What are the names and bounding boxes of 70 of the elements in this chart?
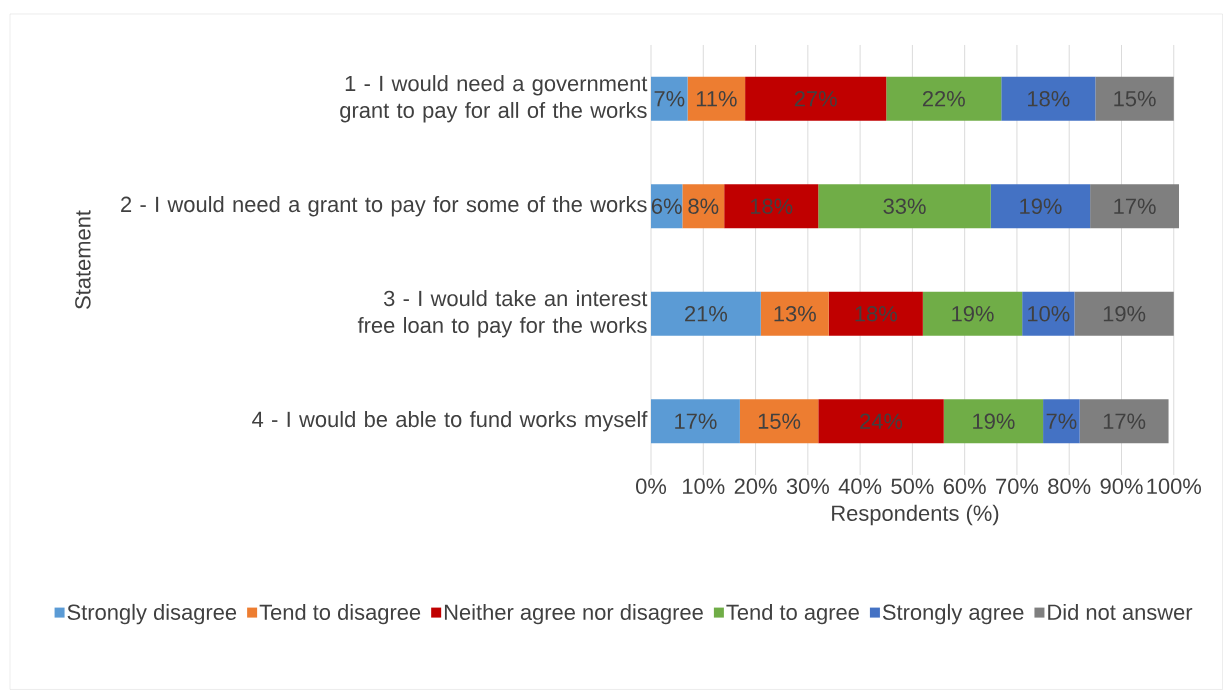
x-tick-label: 70%: [996, 478, 1039, 495]
bar: [739, 399, 819, 444]
data-label: 7%: [654, 91, 685, 107]
bar: [1022, 291, 1075, 336]
data-label: 17%: [1114, 198, 1156, 214]
data-label: 15%: [1114, 91, 1156, 107]
data-label: 24%: [860, 413, 903, 429]
data-label: 22%: [922, 91, 965, 107]
x-tick-label: 60%: [943, 478, 986, 495]
bar: [828, 291, 923, 336]
data-label: 18%: [750, 198, 793, 214]
x-tick-label: 30%: [786, 478, 829, 495]
data-label: 11%: [696, 91, 737, 107]
data-label: 19%: [952, 305, 994, 322]
bar: [651, 291, 761, 336]
bar: [1043, 399, 1080, 444]
data-label: 17%: [1103, 413, 1146, 429]
bar: [687, 76, 746, 121]
data-label: 33%: [883, 198, 926, 214]
data-label: 19%: [1020, 198, 1062, 214]
x-tick-label: 0%: [636, 478, 667, 495]
bar: [682, 184, 725, 229]
bar: [818, 399, 944, 444]
legend-label: Strongly disagree: [67, 603, 237, 625]
bar: [1079, 399, 1169, 444]
data-label: 10%: [1028, 305, 1070, 322]
data-label: 15%: [758, 413, 801, 429]
bar: [1090, 184, 1179, 229]
data-label: 21%: [685, 306, 728, 322]
bar: [651, 76, 688, 121]
bar: [1001, 76, 1096, 121]
bar: [724, 184, 819, 229]
data-label: 8%: [688, 198, 719, 214]
data-label: 7%: [1046, 413, 1077, 429]
x-tick-label: 50%: [891, 478, 934, 495]
y-tick-label: 1 - I would need a government grant to pay for all of the works: [340, 75, 648, 123]
x-axis-title: Respondents (%): [832, 504, 999, 526]
data-label: 27%: [794, 91, 837, 107]
bar: [745, 76, 887, 121]
y-tick-label: 3 - I would take an interest free loan to pay for the works: [357, 290, 648, 338]
data-label: 13%: [774, 305, 816, 322]
x-tick-label: 90%: [1100, 478, 1143, 495]
x-tick-label: 100%: [1147, 478, 1202, 495]
bar: [818, 184, 991, 229]
x-tick-label: 40%: [838, 478, 882, 495]
data-label: 18%: [1028, 90, 1070, 107]
y-tick-label: 4 - I would be able to fund works myself: [252, 411, 648, 432]
x-tick-label: 10%: [683, 478, 725, 495]
legend-label: Did not answer: [1048, 603, 1193, 621]
bar: [922, 291, 1023, 336]
bar: [651, 399, 740, 444]
data-label: 18%: [855, 305, 897, 322]
y-axis-title: Statement: [75, 210, 91, 309]
data-label: 19%: [973, 413, 1015, 429]
bar: [1074, 291, 1174, 336]
bar: [943, 399, 1044, 444]
bar: [886, 76, 1002, 121]
bar: [990, 184, 1091, 229]
legend-label: Tend to agree: [726, 603, 859, 625]
data-label: 19%: [1103, 305, 1146, 322]
bar: [1095, 76, 1174, 121]
x-tick-label: 80%: [1048, 478, 1091, 495]
bar: [760, 291, 829, 336]
legend-label: Neither agree nor disagree: [444, 603, 703, 625]
legend-label: Strongly agree: [882, 603, 1024, 625]
x-tick-label: 20%: [734, 478, 777, 495]
data-label: 17%: [675, 413, 717, 429]
legend-label: Tend to disagree: [259, 603, 421, 625]
data-label: 6%: [651, 198, 682, 214]
y-tick-label: 2 - I would need a grant to pay for some of the works: [121, 196, 647, 217]
